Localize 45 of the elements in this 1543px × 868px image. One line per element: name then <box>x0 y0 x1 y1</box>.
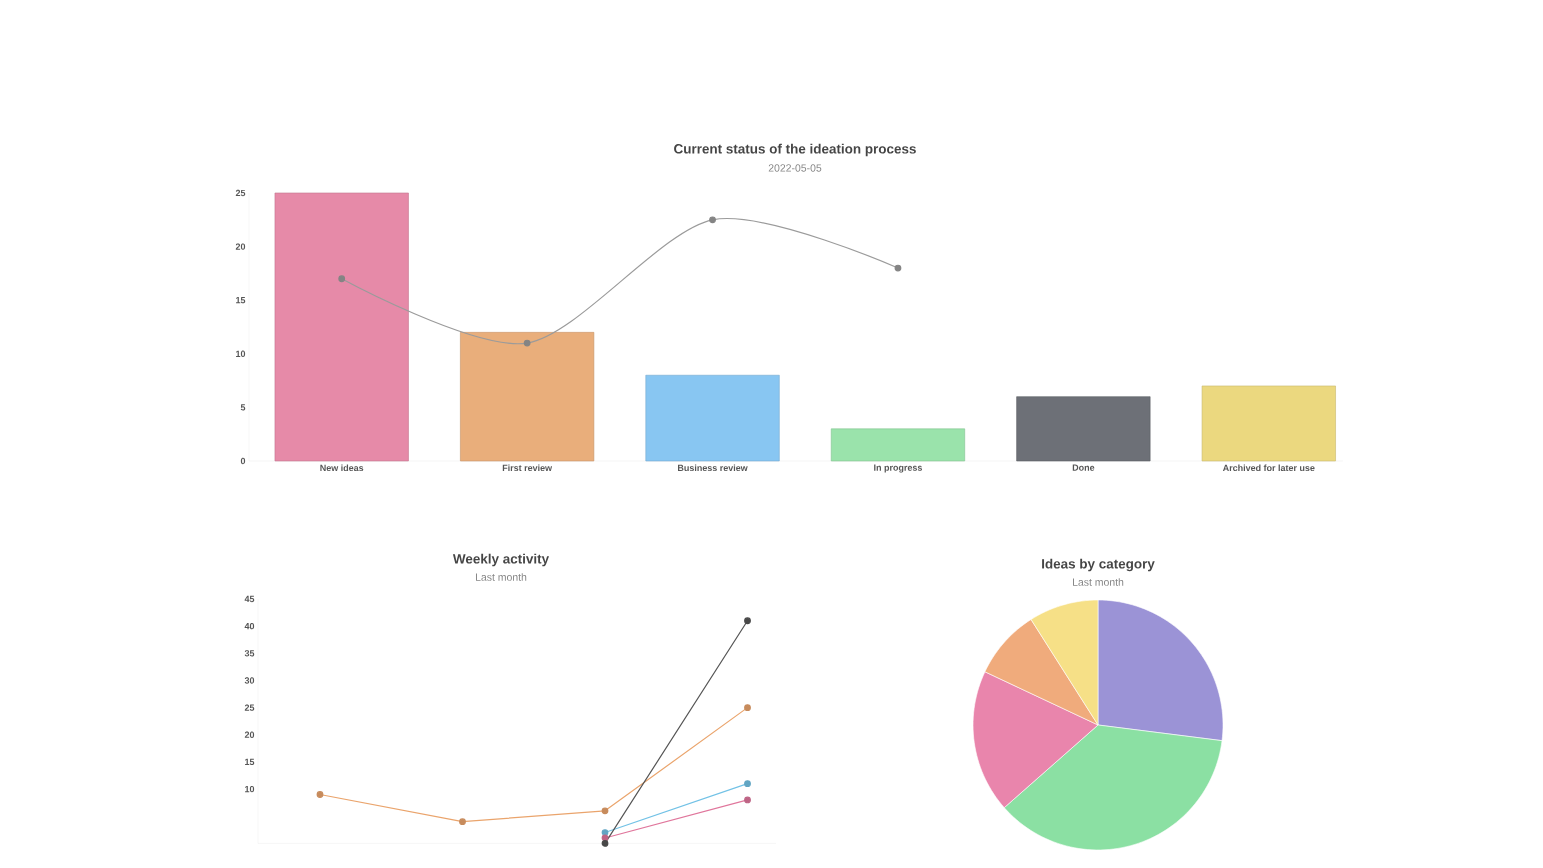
point <box>894 264 902 272</box>
bar <box>460 332 595 462</box>
point <box>709 216 716 224</box>
point <box>338 275 346 283</box>
y-tick-label: 15 <box>236 297 246 304</box>
point <box>601 840 609 847</box>
chart-title: Ideas by category <box>1042 558 1155 572</box>
x-tick-label: In progress <box>874 464 923 473</box>
bar <box>1201 385 1336 462</box>
point <box>744 704 751 712</box>
chart-subtitle: 2022-05-05 <box>768 164 822 172</box>
bar <box>830 428 966 462</box>
point <box>523 339 531 347</box>
x-tick-label: First review <box>502 464 553 472</box>
point <box>601 829 609 836</box>
point <box>316 791 324 798</box>
y-tick-label: 35 <box>244 650 255 657</box>
y-tick-label: 20 <box>235 243 246 250</box>
y-tick-label: 45 <box>244 595 255 603</box>
y-tick-label: 20 <box>244 731 255 738</box>
point <box>744 780 751 788</box>
point <box>459 818 466 826</box>
y-tick-label: 10 <box>236 350 246 357</box>
point <box>744 796 751 804</box>
y-tick-label: 25 <box>235 189 246 197</box>
y-tick-label: 40 <box>244 622 255 630</box>
chart-subtitle: Last month <box>475 573 527 581</box>
bar <box>274 192 409 462</box>
bar <box>645 374 780 462</box>
x-tick-label: New ideas <box>320 464 364 472</box>
bar <box>1016 396 1151 462</box>
chart-title: Weekly activity <box>452 553 550 567</box>
chart-subtitle: Last month <box>1073 578 1124 586</box>
y-tick-label: 10 <box>245 785 255 793</box>
y-tick-label: 0 <box>240 457 246 465</box>
x-tick-label: Done <box>1072 464 1095 471</box>
y-tick-label: 5 <box>240 404 246 411</box>
point <box>744 617 751 625</box>
chart-title: Current status of the ideation process <box>674 143 916 157</box>
point <box>601 807 609 815</box>
y-tick-label: 15 <box>245 758 255 766</box>
y-tick-label: 25 <box>244 704 255 711</box>
y-tick-label: 30 <box>244 677 255 684</box>
x-tick-label: Business review <box>678 464 748 472</box>
x-tick-label: Archived for later use <box>1222 464 1315 472</box>
